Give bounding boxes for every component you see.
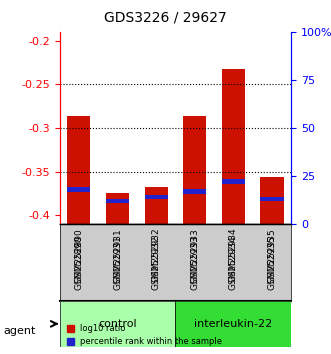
Text: GSM252932: GSM252932 [152,228,161,282]
Text: GSM252932: GSM252932 [152,235,161,290]
Bar [67,187,90,192]
Bar [106,193,129,224]
Bar [145,195,168,199]
Text: GSM252934: GSM252934 [229,235,238,290]
Text: GDS3226 / 29627: GDS3226 / 29627 [104,11,227,25]
Bar [145,187,168,224]
Text: agent: agent [3,326,36,336]
Text: GSM252935: GSM252935 [267,228,276,282]
Legend: log10 ratio, percentile rank within the sample: log10 ratio, percentile rank within the … [64,321,226,350]
FancyBboxPatch shape [60,301,175,347]
Bar [183,116,206,224]
Text: GSM252890: GSM252890 [74,235,83,290]
Text: GSM252933: GSM252933 [190,235,199,290]
Text: GSM252931: GSM252931 [113,228,122,282]
Bar [67,116,90,224]
Text: GSM252935: GSM252935 [267,235,276,290]
Bar [222,179,245,184]
Text: control: control [98,319,137,329]
Text: GSM252890: GSM252890 [74,228,83,282]
Bar [222,69,245,224]
Text: interleukin-22: interleukin-22 [194,319,272,329]
Bar [183,189,206,194]
Text: GSM252933: GSM252933 [190,228,199,282]
Text: GSM252931: GSM252931 [113,235,122,290]
Bar [260,196,284,201]
Text: GSM252934: GSM252934 [229,228,238,282]
FancyBboxPatch shape [175,301,291,347]
Bar [260,177,284,224]
Bar [106,199,129,203]
